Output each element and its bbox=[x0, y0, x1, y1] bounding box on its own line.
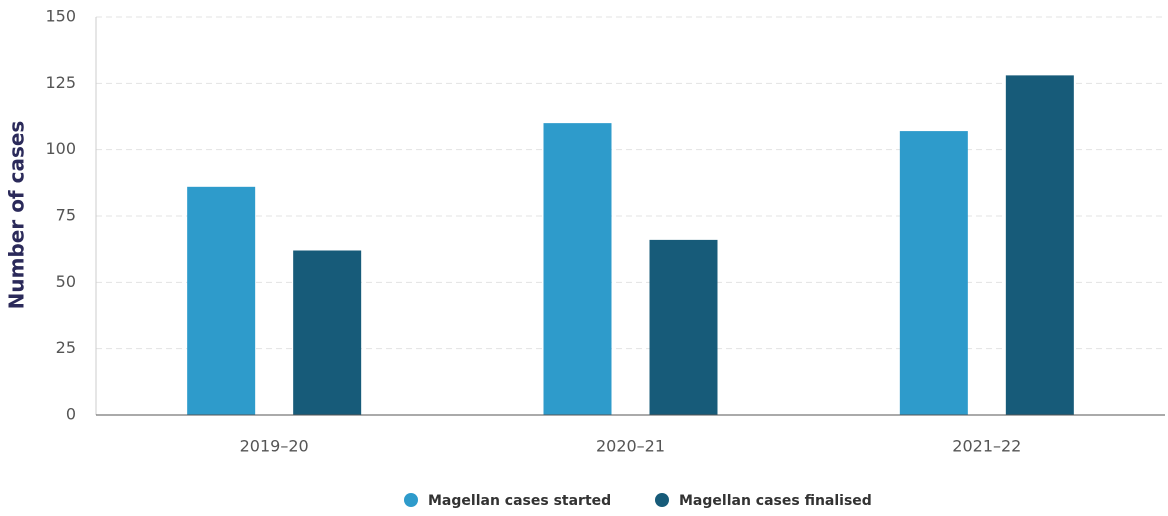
y-tick-label: 25 bbox=[56, 338, 76, 357]
x-tick-label: 2020–21 bbox=[596, 437, 665, 456]
legend-swatch bbox=[404, 493, 418, 507]
bar bbox=[187, 186, 256, 415]
bar bbox=[899, 131, 968, 416]
legend-label: Magellan cases started bbox=[428, 493, 611, 509]
y-tick-label: 125 bbox=[45, 73, 76, 92]
x-tick-label: 2019–20 bbox=[240, 437, 309, 456]
bar bbox=[543, 123, 612, 415]
y-tick-label: 50 bbox=[56, 272, 76, 291]
y-tick-label: 100 bbox=[45, 139, 76, 158]
y-tick-label: 0 bbox=[66, 405, 76, 424]
bar bbox=[649, 239, 718, 415]
y-tick-label: 150 bbox=[45, 7, 76, 26]
legend-swatch bbox=[655, 493, 669, 507]
y-axis-label: Number of cases bbox=[5, 121, 29, 310]
bar bbox=[293, 250, 362, 415]
bar bbox=[1005, 75, 1074, 415]
x-tick-label: 2021–22 bbox=[952, 437, 1021, 456]
legend-label: Magellan cases finalised bbox=[679, 493, 872, 509]
y-tick-label: 75 bbox=[56, 206, 76, 225]
